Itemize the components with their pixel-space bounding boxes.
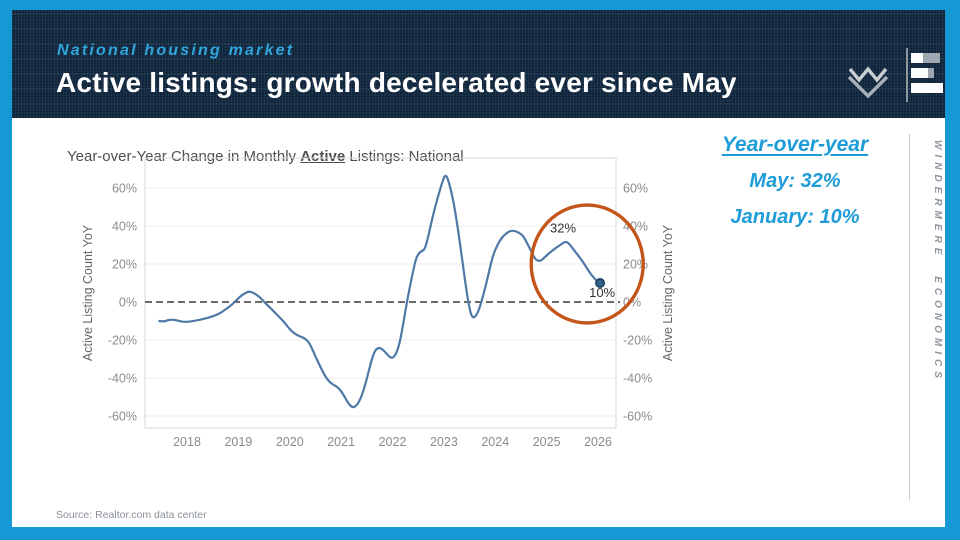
chart-title: Year-over-Year Change in Monthly Active …	[67, 148, 464, 165]
content-card: Year-over-Year Change in Monthly Active …	[12, 118, 945, 527]
source-note: Source: Realtor.com data center	[56, 509, 207, 521]
svg-text:2019: 2019	[224, 435, 252, 449]
svg-text:10%: 10%	[589, 285, 615, 300]
brand-vertical-text: WINDERMERE ECONOMICS	[932, 140, 943, 383]
vertical-divider	[909, 134, 910, 500]
svg-text:32%: 32%	[550, 221, 576, 236]
chart-title-pre: Year-over-Year Change in Monthly	[67, 148, 301, 165]
svg-text:-40%: -40%	[108, 372, 137, 386]
svg-text:2025: 2025	[533, 435, 561, 449]
svg-text:0%: 0%	[119, 296, 137, 310]
svg-text:60%: 60%	[112, 182, 137, 196]
chart-title-post: Listings: National	[345, 148, 464, 165]
header-eyebrow: National housing market	[57, 42, 295, 59]
svg-text:-20%: -20%	[108, 334, 137, 348]
svg-text:2018: 2018	[173, 435, 201, 449]
header-band: National housing market Active listings:…	[12, 10, 945, 118]
svg-text:2023: 2023	[430, 435, 458, 449]
yoy-callout: Year-over-year May: 32% January: 10%	[695, 133, 895, 242]
economics-bars-logo-icon	[901, 46, 945, 106]
svg-text:60%: 60%	[623, 182, 648, 196]
svg-text:2026: 2026	[584, 435, 612, 449]
svg-text:-60%: -60%	[108, 410, 137, 424]
chart-title-active-emphasis: Active	[300, 148, 346, 165]
windermere-diamond-logo-icon	[847, 66, 889, 99]
svg-text:2024: 2024	[481, 435, 509, 449]
svg-text:-40%: -40%	[623, 372, 652, 386]
svg-text:20%: 20%	[112, 258, 137, 272]
callout-may-value: May: 32%	[749, 170, 841, 192]
callout-heading: Year-over-year	[721, 133, 869, 156]
callout-january-value: January: 10%	[730, 206, 860, 228]
svg-text:-60%: -60%	[623, 410, 652, 424]
line-chart: 60% 60%40% 40%20% 20%0% 0%-20% -20%-40% -40%-6…	[81, 157, 675, 449]
svg-text:2022: 2022	[379, 435, 407, 449]
svg-text:-20%: -20%	[623, 334, 652, 348]
svg-text:2020: 2020	[276, 435, 304, 449]
page-title: Active listings: growth decelerated ever…	[56, 67, 737, 98]
svg-text:Active Listing Count YoY: Active Listing Count YoY	[81, 224, 95, 361]
svg-text:40%: 40%	[112, 220, 137, 234]
svg-text:2021: 2021	[327, 435, 355, 449]
svg-text:Active Listing Count YoY: Active Listing Count YoY	[661, 224, 675, 361]
logo-axis-line	[906, 48, 908, 102]
